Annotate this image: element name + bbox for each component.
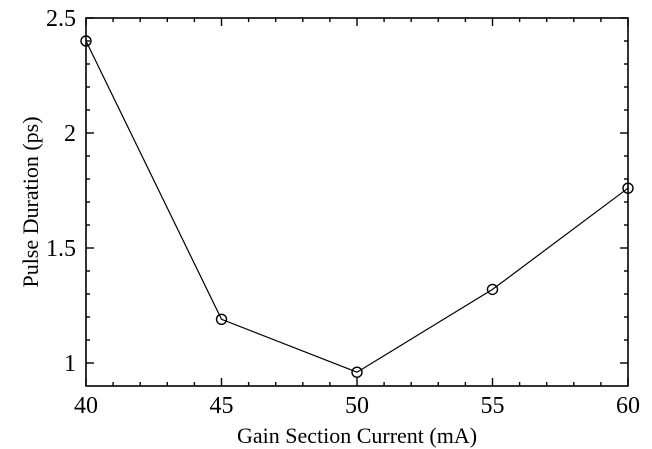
y-tick-label: 2.5 [46, 6, 76, 32]
data-series [80, 35, 634, 378]
axis-ticks [85, 17, 629, 386]
x-tick-label: 40 [74, 393, 98, 419]
data-point-marker [80, 35, 92, 47]
y-axis-label: Pulse Duration (ps) [18, 116, 43, 287]
data-point-marker [351, 366, 363, 378]
tick-labels: 40 45 50 55 60 1 1.5 2 2.5 [46, 6, 640, 419]
plot-frame [85, 17, 629, 387]
x-tick-label: 55 [481, 393, 505, 419]
y-tick-label: 2 [64, 121, 76, 147]
data-point-marker [486, 283, 499, 296]
data-point-marker [215, 313, 228, 325]
y-tick-label: 1 [64, 351, 76, 377]
x-axis-label: Gain Section Current (mA) [237, 423, 477, 448]
x-tick-label: 60 [616, 393, 640, 419]
x-tick-label: 50 [345, 393, 369, 419]
y-tick-label: 1.5 [46, 236, 76, 262]
x-tick-label: 45 [210, 393, 234, 419]
series-line [85, 40, 629, 373]
data-point-marker [622, 182, 634, 194]
